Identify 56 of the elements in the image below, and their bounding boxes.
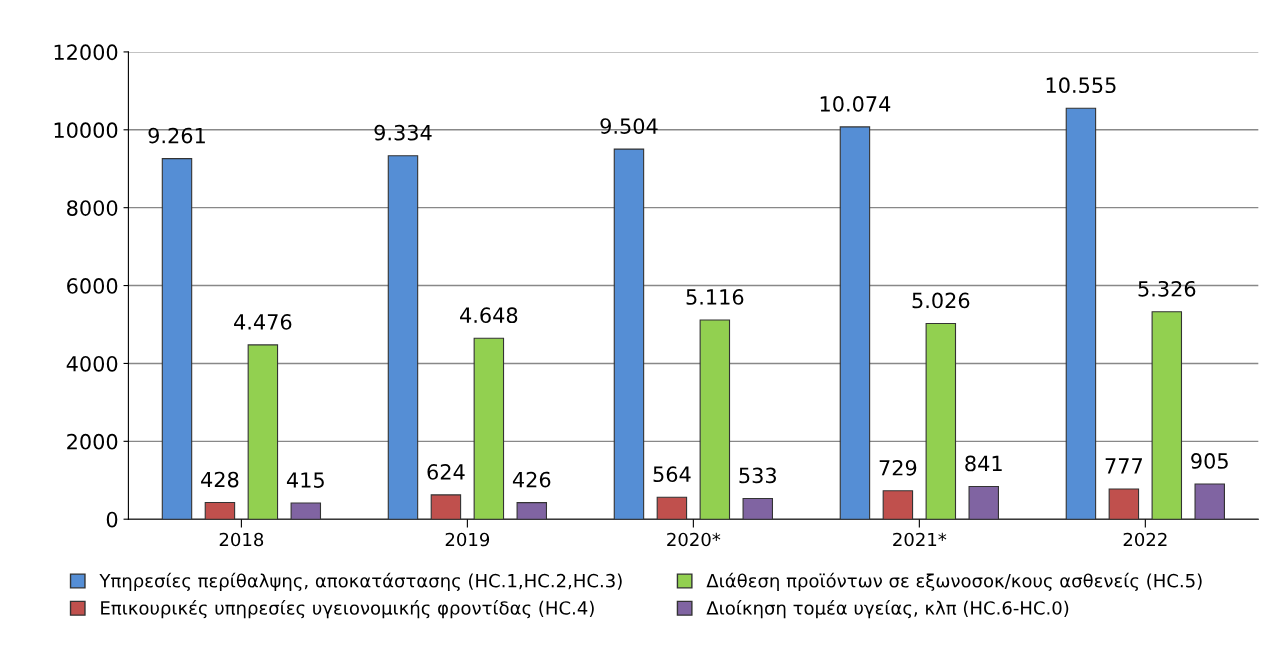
bar — [387, 155, 419, 520]
y-tick-label: 8000 — [67, 200, 118, 216]
bar — [204, 501, 236, 520]
bar — [247, 344, 279, 520]
legend-label: Διοίκηση τομέα υγείας, κλπ (HC.6-HC.0) — [706, 600, 1069, 619]
data-label: 4.648 — [460, 307, 518, 324]
data-label: 5.326 — [1138, 280, 1196, 297]
x-tick-label: 2022 — [1123, 532, 1167, 547]
x-tick-label: 2020* — [667, 532, 721, 547]
bar — [1108, 488, 1140, 520]
bar — [473, 337, 505, 520]
bar — [290, 502, 322, 520]
x-tick-label: 2019 — [445, 532, 490, 547]
data-label: 10.555 — [1046, 77, 1116, 94]
y-tick-label: 6000 — [67, 278, 118, 294]
y-tick-label: 4000 — [66, 355, 118, 372]
bar — [1065, 107, 1097, 520]
bar — [699, 319, 731, 520]
data-label: 426 — [512, 471, 551, 488]
legend-label: Υπηρεσίες περίθαλψης, αποκατάστασης (HC.1,HC.2,HC.3) — [99, 572, 622, 592]
y-tick-label: 2000 — [67, 433, 118, 450]
legend-label: Διάθεση προϊόντων σε εξωνοσοκ/κους ασθενείς (HC.5) — [706, 572, 1202, 592]
data-label: 4.476 — [234, 314, 292, 330]
bar — [925, 322, 957, 520]
x-tick-label: 2021* — [893, 532, 947, 547]
data-label: 729 — [879, 459, 917, 476]
bar — [1151, 311, 1183, 520]
data-label: 533 — [739, 467, 776, 484]
data-label: 9.261 — [148, 127, 205, 144]
data-label: 428 — [201, 471, 239, 488]
y-tick-label: 0 — [106, 511, 118, 528]
x-tick-label: 2018 — [219, 532, 264, 547]
data-label: 564 — [653, 466, 691, 483]
data-label: 624 — [427, 464, 465, 480]
bar — [161, 158, 193, 520]
y-tick-label: 12000 — [54, 44, 118, 61]
bar — [882, 490, 914, 520]
bar — [968, 485, 999, 520]
bar — [516, 502, 548, 520]
bar — [430, 494, 462, 520]
data-label: 10.074 — [820, 96, 891, 112]
bar — [1194, 483, 1225, 520]
data-label: 777 — [1105, 458, 1142, 474]
data-label: 5.116 — [686, 289, 744, 305]
bar — [656, 496, 688, 520]
data-label: 905 — [1191, 453, 1228, 469]
data-label: 5.026 — [912, 292, 970, 309]
bar — [613, 148, 645, 520]
data-label: 415 — [286, 472, 324, 488]
data-label: 9.334 — [374, 124, 432, 141]
data-label: 9.504 — [600, 118, 658, 134]
data-label: 841 — [965, 455, 1002, 472]
legend-label: Επικουρικές υπηρεσίες υγειονομικής φροντίδας (HC.4) — [101, 600, 594, 619]
y-tick-label: 10000 — [54, 122, 118, 139]
bar — [839, 126, 871, 520]
bar — [742, 497, 774, 520]
